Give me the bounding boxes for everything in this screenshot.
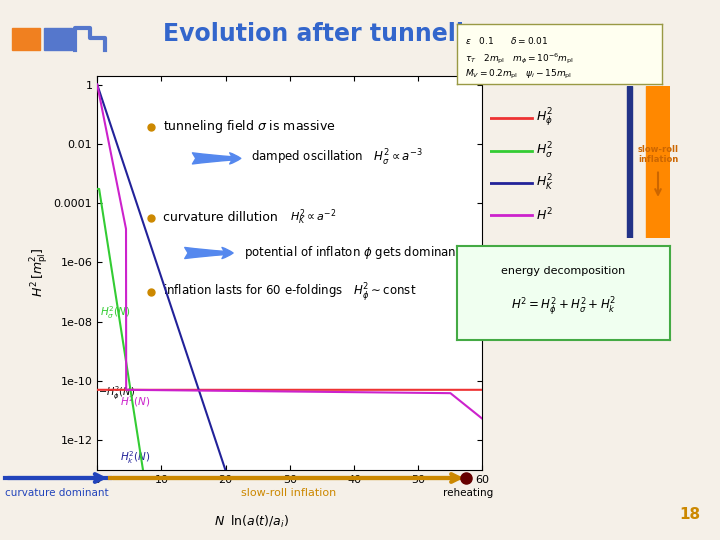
Text: $H^2_\sigma(N)$: $H^2_\sigma(N)$ (100, 305, 131, 321)
Text: $\varepsilon\quad 0.1\qquad\delta=0.01$: $\varepsilon\quad 0.1\qquad\delta=0.01$ (465, 35, 549, 46)
Text: $H^2_K$: $H^2_K$ (536, 173, 554, 193)
Text: $H^2 = H^2_\phi + H^2_\sigma + H^2_k$: $H^2 = H^2_\phi + H^2_\sigma + H^2_k$ (510, 296, 616, 318)
Text: $H^2_k(N)$: $H^2_k(N)$ (120, 449, 150, 466)
Text: curvature dillution: curvature dillution (163, 211, 277, 224)
Text: reheating: reheating (444, 488, 493, 498)
Text: slow-roll
inflation: slow-roll inflation (637, 145, 678, 164)
Text: potential of inflaton $\phi$ gets dominant: potential of inflaton $\phi$ gets domina… (243, 245, 462, 261)
Text: $H^2_K \propto a^{-2}$: $H^2_K \propto a^{-2}$ (289, 208, 336, 227)
Text: $H^2_\phi$: $H^2_\phi$ (536, 107, 553, 130)
Bar (626, 86, 631, 238)
Text: energy decomposition: energy decomposition (501, 267, 626, 276)
Bar (12, 28, 40, 50)
Text: $N\;\;\ln(a(t)/a_i)$: $N\;\;\ln(a(t)/a_i)$ (214, 514, 289, 530)
Y-axis label: $H^2\,[m^2_{\rm pl}]$: $H^2\,[m^2_{\rm pl}]$ (29, 248, 51, 298)
Text: $H^2$: $H^2$ (536, 207, 553, 224)
Text: curvature dominant: curvature dominant (5, 488, 109, 498)
Text: $\tau_T\quad 2m_{\rm pl}\quad m_\phi=10^{-6}m_{\rm pl}$: $\tau_T\quad 2m_{\rm pl}\quad m_\phi=10^… (465, 52, 575, 66)
Bar (647, 86, 670, 238)
Text: $-H^2_\phi(N)$: $-H^2_\phi(N)$ (99, 385, 135, 402)
Text: 18: 18 (679, 507, 700, 522)
Text: slow-roll inflation: slow-roll inflation (240, 488, 336, 498)
Bar (44, 28, 72, 50)
Text: $H^2_\sigma$: $H^2_\sigma$ (536, 140, 554, 160)
Text: tunneling field $\sigma$ is massive: tunneling field $\sigma$ is massive (163, 118, 336, 136)
Text: Evolution after tunneling: Evolution after tunneling (163, 22, 498, 46)
Text: damped oscillation   $H^2_\sigma \propto a^{-3}$: damped oscillation $H^2_\sigma \propto a… (251, 148, 423, 168)
Text: inflation lasts for 60 e-foldings   $H^2_\phi \sim {\rm const}$: inflation lasts for 60 e-foldings $H^2_\… (163, 281, 416, 303)
Text: $H^2(N)$: $H^2(N)$ (120, 394, 150, 409)
Text: $M_V=0.2m_{\rm pl}\quad\psi_i-15m_{\rm pl}$: $M_V=0.2m_{\rm pl}\quad\psi_i-15m_{\rm p… (465, 68, 572, 82)
